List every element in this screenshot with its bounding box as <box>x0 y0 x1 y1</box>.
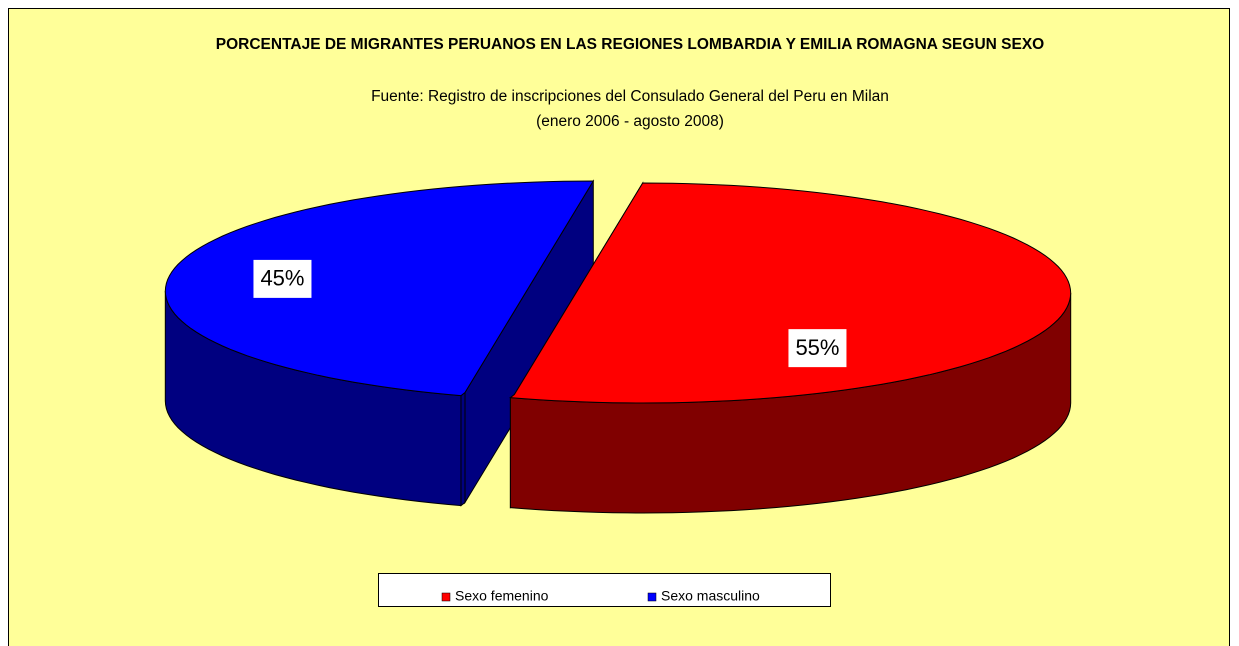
data-label-box <box>253 259 312 298</box>
slice <box>164 180 595 397</box>
legend <box>378 573 831 607</box>
legend-items: Sexo femenino Sexo masculino <box>441 588 760 604</box>
slice <box>509 182 1072 404</box>
legend-swatch <box>647 592 657 602</box>
legend-label: Sexo femenino <box>455 588 549 604</box>
chart-title: PORCENTAJE DE MIGRANTES PERUANOS EN LAS … <box>215 36 1045 53</box>
data-label: 45% <box>260 266 304 291</box>
legend-label: Sexo masculino <box>661 588 760 604</box>
subtitle: (enero 2006 - agosto 2008) <box>536 113 724 130</box>
legend-swatch <box>441 592 451 602</box>
data-label-box <box>788 329 847 368</box>
data-label: 55% <box>795 335 839 360</box>
slice-cut-face <box>460 391 466 507</box>
pie: 45% 55% <box>164 179 1072 514</box>
subtitle: Fuente: Registro de inscripciones del Co… <box>371 88 889 105</box>
